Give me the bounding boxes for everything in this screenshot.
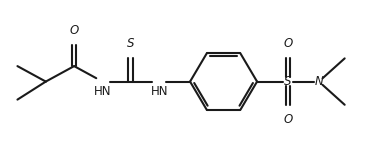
Text: O: O — [69, 24, 79, 37]
Text: HN: HN — [150, 85, 168, 98]
Text: O: O — [284, 113, 292, 126]
Text: N: N — [315, 75, 323, 88]
Text: S: S — [127, 37, 135, 50]
Text: HN: HN — [94, 85, 111, 98]
Text: O: O — [284, 37, 292, 50]
Text: S: S — [284, 75, 292, 88]
